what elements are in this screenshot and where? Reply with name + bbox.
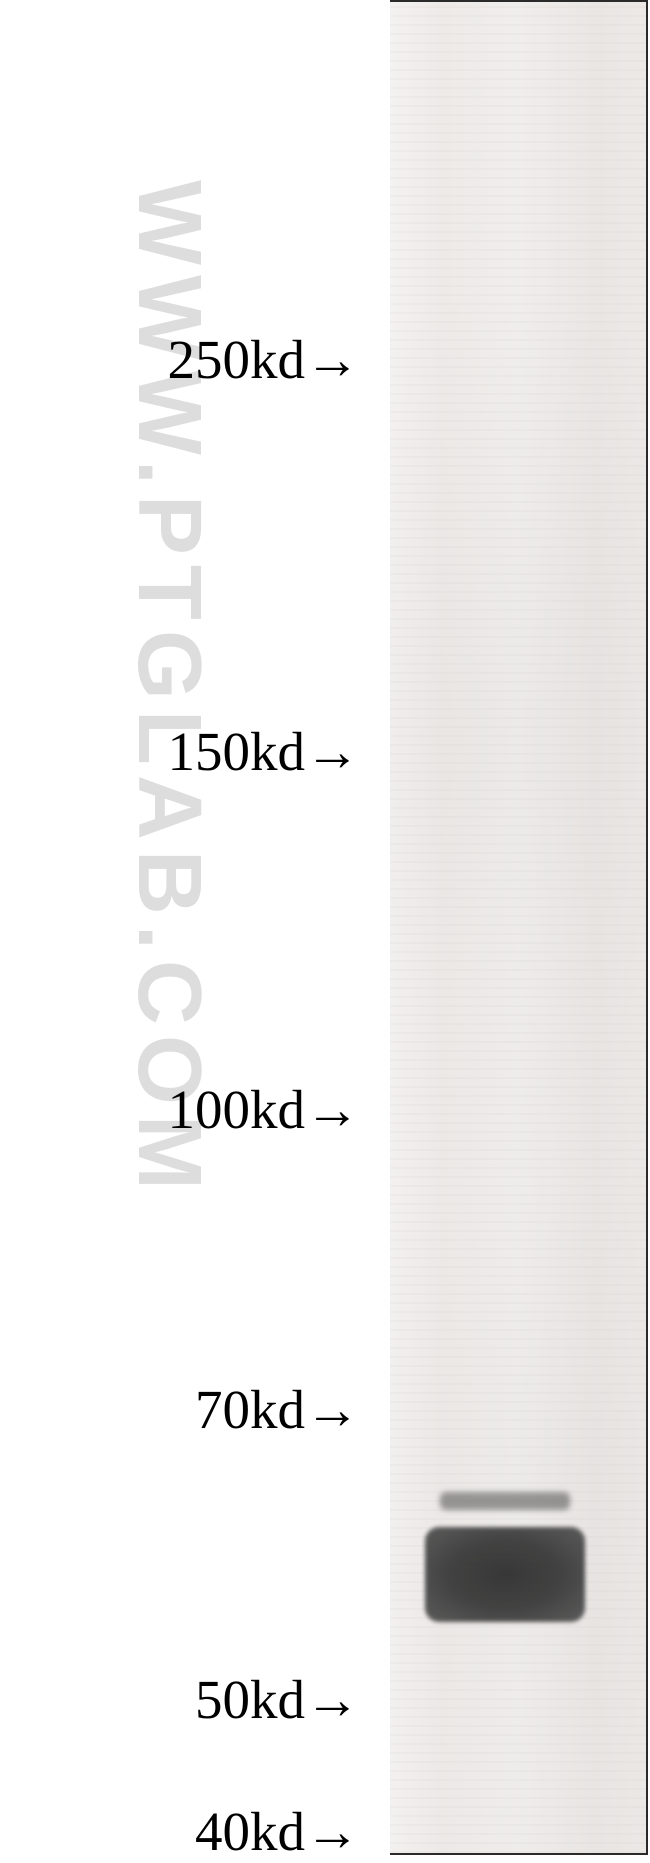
marker-50kd: 50kd→ — [195, 1668, 360, 1731]
marker-150kd: 150kd→ — [168, 720, 361, 783]
marker-70kd: 70kd→ — [195, 1378, 360, 1441]
blot-container: WWW.PTGLAB.COM 250kd→ 150kd→ 100kd→ 70kd… — [0, 0, 650, 1855]
gel-lane — [390, 0, 648, 1855]
band-upper-faint — [440, 1492, 570, 1510]
band-main — [425, 1527, 585, 1622]
marker-100kd: 100kd→ — [168, 1078, 361, 1141]
marker-40kd: 40kd→ — [195, 1800, 360, 1863]
marker-250kd: 250kd→ — [168, 328, 361, 391]
